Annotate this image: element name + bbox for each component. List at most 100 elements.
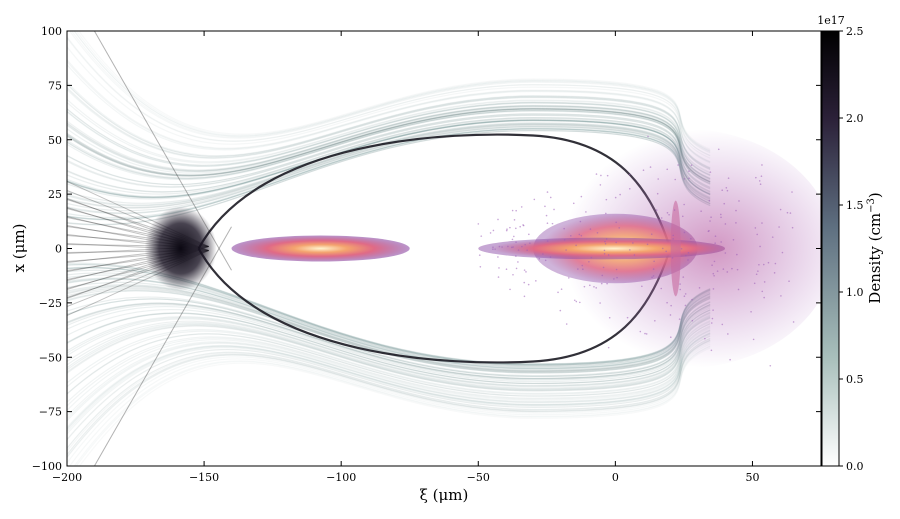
sheath-trajectory: [71, 31, 711, 153]
drive-particle: [578, 233, 581, 236]
drive-particle: [628, 173, 631, 176]
x-tick-label: 0: [612, 471, 619, 484]
sheath-trajectory: [67, 337, 711, 450]
drive-particle: [710, 216, 712, 219]
drive-particle: [497, 256, 499, 258]
drive-particle: [657, 178, 660, 180]
drive-particle: [505, 268, 508, 271]
drive-particle: [477, 223, 480, 225]
drive-particle: [654, 319, 656, 322]
drive-bunch-core: [478, 237, 726, 260]
colorbar-label-main: Density (cm: [866, 213, 884, 304]
crossing-point: [144, 206, 217, 291]
drive-particle: [714, 235, 717, 237]
drive-particle: [595, 173, 598, 175]
drive-particle: [599, 302, 601, 304]
drive-particle: [605, 238, 608, 240]
drive-particle: [505, 229, 508, 232]
drive-particle: [494, 248, 496, 250]
drive-particle: [604, 242, 607, 245]
colorbar-tick-label: 1.0: [846, 286, 864, 299]
sheath-trajectory: [67, 335, 711, 442]
drive-particle: [721, 323, 724, 326]
drive-particle: [788, 280, 790, 283]
drive-particle: [661, 247, 664, 250]
drive-particle: [546, 240, 549, 242]
drive-particle: [515, 241, 517, 243]
drive-particle: [573, 299, 576, 302]
sheath-trajectory: [67, 337, 711, 450]
drive-particle: [585, 211, 587, 213]
drive-particle: [669, 314, 672, 316]
drive-particle: [767, 261, 770, 264]
drive-particle: [616, 276, 618, 279]
drive-particle: [684, 304, 687, 307]
drive-particle: [513, 235, 515, 238]
drive-particle: [679, 283, 681, 285]
drive-particle: [580, 234, 583, 237]
drive-particle: [575, 244, 577, 247]
drive-particle: [724, 252, 727, 254]
drive-particle: [595, 287, 597, 289]
drive-particle: [713, 274, 715, 277]
colorbar-tick-label: 0.5: [846, 373, 864, 386]
y-tick-label: −50: [39, 351, 62, 364]
drive-particle: [613, 278, 615, 280]
drive-particle: [581, 264, 584, 267]
drive-particle: [671, 257, 674, 259]
drive-particle: [735, 209, 737, 212]
drive-particle: [515, 255, 517, 257]
drive-particle: [682, 276, 685, 278]
sheath-trajectory: [67, 58, 711, 163]
drive-particle: [600, 282, 603, 285]
drive-particle: [736, 268, 739, 271]
drive-particle: [761, 290, 764, 293]
drive-particle: [779, 208, 782, 211]
sheath-trajectory: [69, 31, 711, 154]
drive-particle: [593, 285, 595, 288]
drive-particle: [762, 263, 765, 266]
drive-particle: [497, 218, 499, 221]
drive-particle: [683, 295, 686, 298]
drive-particle: [778, 226, 780, 228]
drive-particle: [515, 227, 517, 230]
sheath-trajectory: [69, 343, 711, 466]
drive-particle: [650, 233, 653, 236]
y-axis: −100 −75 −50 −25 0 25 50 75 100: [32, 25, 821, 473]
colorbar-tick-label: 2.5: [846, 25, 864, 38]
drive-particle: [655, 209, 658, 211]
drive-particle: [725, 186, 728, 189]
drive-particle: [688, 170, 690, 172]
colorbar-tick-label: 1.5: [846, 199, 864, 212]
drive-particle: [607, 346, 610, 349]
drive-particle: [769, 364, 772, 367]
drive-particle: [651, 276, 653, 279]
drive-particle: [583, 285, 586, 288]
drive-particle: [726, 189, 729, 192]
drive-particle: [690, 237, 692, 240]
drive-particle: [511, 238, 514, 241]
colorbar-tick-label: 0.0: [846, 460, 864, 473]
drive-particle: [789, 212, 792, 214]
drive-particle: [606, 174, 609, 177]
drive-particle: [603, 252, 606, 255]
colorbar-label-close: ): [866, 192, 884, 198]
drive-particle: [580, 195, 583, 198]
drive-particle: [557, 291, 559, 294]
drive-particle: [544, 205, 546, 208]
drive-particle: [526, 249, 528, 251]
drive-particle: [722, 268, 725, 270]
y-tick-label: −25: [39, 297, 62, 310]
drive-particle: [590, 256, 593, 259]
drive-particle: [729, 358, 731, 361]
drive-particle: [755, 273, 758, 276]
drive-particle: [601, 274, 604, 277]
drive-particle: [628, 187, 631, 190]
drive-particle: [679, 288, 682, 291]
drive-particle: [791, 191, 793, 193]
drive-particle: [727, 177, 730, 179]
drive-particle: [513, 219, 516, 221]
drive-particle: [492, 246, 494, 249]
drive-particle: [736, 253, 738, 256]
